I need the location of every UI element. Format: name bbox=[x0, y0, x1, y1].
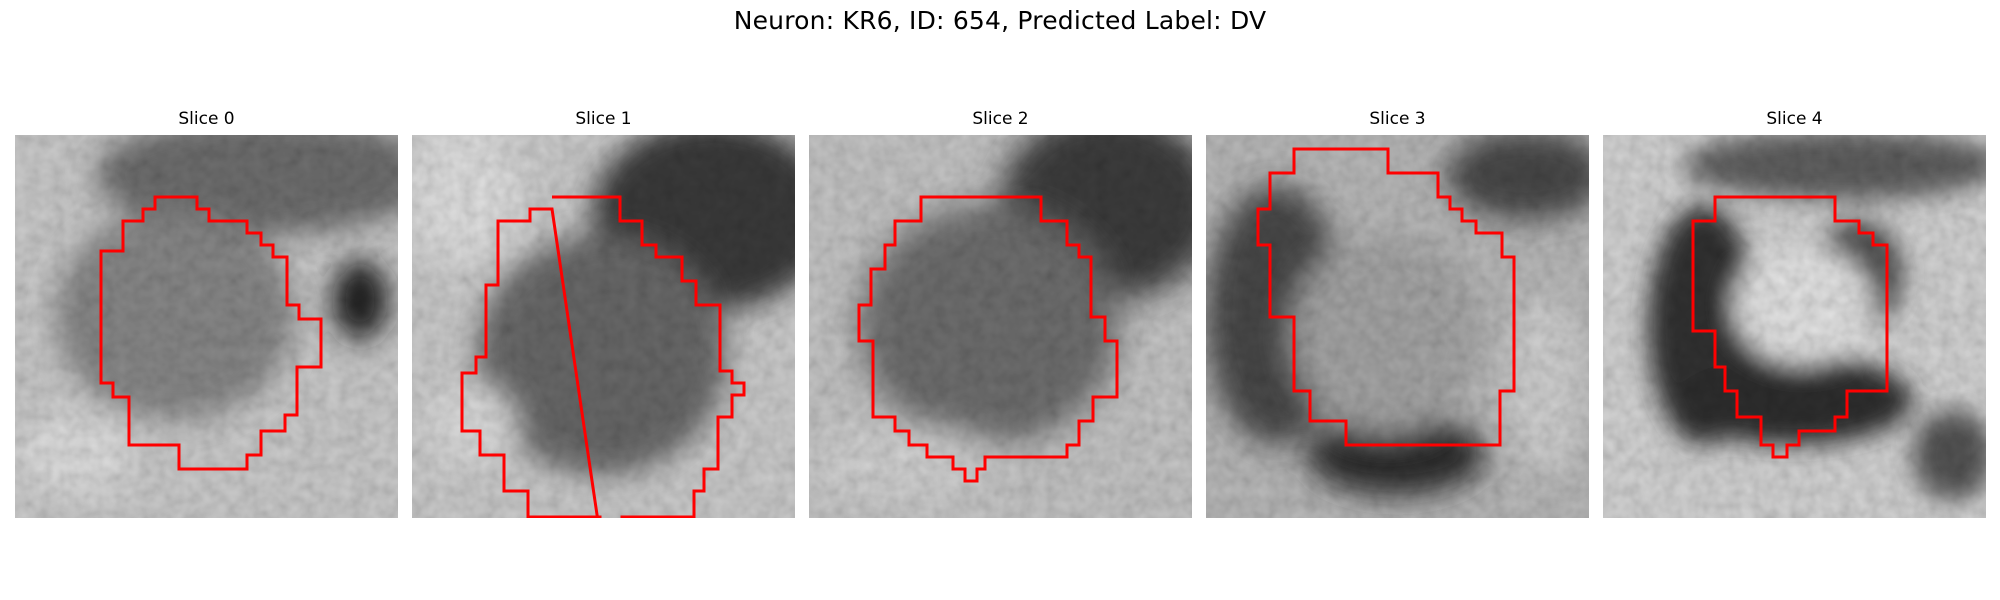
slice-0-svg bbox=[15, 135, 398, 518]
contour-line bbox=[1691, 195, 1889, 459]
slice-2-svg bbox=[809, 135, 1192, 518]
slice-4-svg bbox=[1603, 135, 1986, 518]
slice-panel-1: Slice 1 bbox=[412, 108, 795, 518]
slice-panel-4: Slice 4 bbox=[1603, 108, 1986, 518]
slice-title: Slice 3 bbox=[1369, 109, 1426, 129]
contour-line bbox=[460, 195, 746, 518]
slice-title: Slice 2 bbox=[972, 109, 1029, 129]
slice-panel-2: Slice 2 bbox=[809, 108, 1192, 518]
slice-1-svg bbox=[412, 135, 795, 518]
slice-panel-3: Slice 3 bbox=[1206, 108, 1589, 518]
slice-image bbox=[1206, 135, 1589, 518]
slice-image bbox=[809, 135, 1192, 518]
slice-3-svg bbox=[1206, 135, 1589, 518]
contour-line bbox=[1256, 147, 1516, 447]
slice-panel-0: Slice 0 bbox=[15, 108, 398, 518]
slice-title: Slice 0 bbox=[178, 109, 235, 129]
contour-line bbox=[857, 195, 1119, 483]
slice-image bbox=[1603, 135, 1986, 518]
slice-image bbox=[15, 135, 398, 518]
figure-title: Neuron: KR6, ID: 654, Predicted Label: D… bbox=[733, 6, 1267, 35]
slice-title: Slice 4 bbox=[1766, 109, 1823, 129]
slice-title: Slice 1 bbox=[575, 109, 632, 129]
contour-line bbox=[99, 195, 323, 471]
slice-image bbox=[412, 135, 795, 518]
